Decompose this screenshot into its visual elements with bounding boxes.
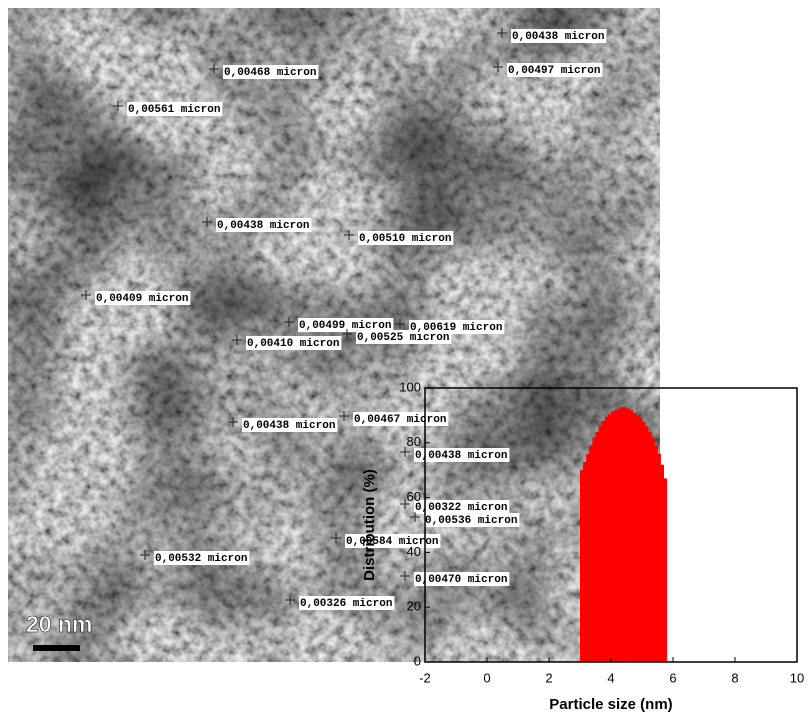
bar xyxy=(639,418,642,662)
bar xyxy=(617,409,620,662)
annotation-label: 0,00438 micron xyxy=(243,420,335,432)
bar xyxy=(627,409,630,662)
bar xyxy=(642,422,645,662)
x-tick-label: 8 xyxy=(731,670,738,685)
x-tick-label: 0 xyxy=(483,670,490,685)
annotation: 0,00409 micron xyxy=(81,290,190,305)
annotation: 0,00532 micron xyxy=(140,550,249,565)
annotation: 0,00326 micron xyxy=(285,595,394,610)
bar xyxy=(651,437,654,662)
y-tick-label: 60 xyxy=(407,489,421,504)
annotation-label: 0,00561 micron xyxy=(128,104,220,116)
annotation: 0,00510 micron xyxy=(344,230,453,245)
annotation-label: 0,00438 micron xyxy=(415,450,507,462)
bar xyxy=(586,454,589,662)
annotation-label: 0,00510 micron xyxy=(359,233,451,245)
bar xyxy=(661,465,664,662)
annotation-label: 0,00409 micron xyxy=(96,293,188,305)
y-tick-label: 80 xyxy=(407,434,421,449)
annotation: 0,00470 micron xyxy=(400,571,509,586)
x-tick-label: 10 xyxy=(790,670,804,685)
annotation: 0,00438 micron xyxy=(228,417,337,432)
annotation-label: 0,00467 micron xyxy=(354,414,446,426)
annotation-label: 0,00468 micron xyxy=(224,67,316,79)
annotation-label: 0,00497 micron xyxy=(508,65,600,77)
y-tick-label: 40 xyxy=(407,544,421,559)
bar xyxy=(599,426,602,662)
annotation-label: 0,00438 micron xyxy=(512,31,604,43)
micrograph xyxy=(8,8,660,662)
x-tick-label: 4 xyxy=(607,670,614,685)
bar xyxy=(664,478,667,662)
x-tick-label: 2 xyxy=(545,670,552,685)
bar xyxy=(608,414,611,662)
annotation: 0,00438 micron xyxy=(202,217,311,232)
x-axis-label: Particle size (nm) xyxy=(549,696,672,713)
annotation-label: 0,00410 micron xyxy=(247,338,339,350)
annotation-label: 0,00536 micron xyxy=(425,515,517,527)
annotation-label: 0,00326 micron xyxy=(300,598,392,610)
bar xyxy=(596,432,599,662)
bar xyxy=(605,417,608,662)
annotation: 0,00619 micron xyxy=(395,319,504,334)
annotation-label: 0,00438 micron xyxy=(217,220,309,232)
y-tick-label: 20 xyxy=(407,599,421,614)
micrograph-shading xyxy=(8,8,660,662)
annotation: 0,00468 micron xyxy=(209,64,318,79)
scale-bar-line xyxy=(33,645,80,651)
bar xyxy=(614,410,617,662)
annotation: 0,00584 micron xyxy=(331,533,440,548)
annotation: 0,00499 micron xyxy=(284,317,393,332)
annotation: 0,00561 micron xyxy=(113,101,222,116)
y-tick-label: 100 xyxy=(399,379,421,394)
bar xyxy=(620,407,623,662)
y-axis-label: Distribution (%) xyxy=(361,469,378,581)
bar xyxy=(602,421,605,662)
scale-bar-label: 20 nm xyxy=(26,611,92,637)
bar xyxy=(623,407,626,662)
bar xyxy=(583,462,586,662)
bar xyxy=(589,446,592,662)
bar xyxy=(654,446,657,662)
bar xyxy=(658,454,661,662)
annotation: 0,00536 micron xyxy=(410,512,519,527)
annotation-label: 0,00470 micron xyxy=(415,574,507,586)
annotation-label: 0,00619 micron xyxy=(410,322,502,334)
annotation: 0,00438 micron xyxy=(400,447,509,462)
bar xyxy=(630,410,633,662)
annotation: 0,00410 micron xyxy=(232,335,341,350)
annotation: 0,00497 micron xyxy=(493,62,602,77)
annotation: 0,00467 micron xyxy=(339,411,448,426)
bar xyxy=(592,437,595,662)
bar xyxy=(648,432,651,662)
x-tick-label: 6 xyxy=(669,670,676,685)
bar xyxy=(636,415,639,662)
plot-background xyxy=(660,388,797,662)
bar xyxy=(611,411,614,662)
annotation-label: 0,00322 micron xyxy=(415,502,507,514)
annotation: 0,00438 micron xyxy=(497,28,606,43)
bar xyxy=(645,426,648,662)
annotation-label: 0,00532 micron xyxy=(155,553,247,565)
figure: 0,00438 micron 0,00468 micron 0,00497 micr… xyxy=(0,0,808,715)
bar xyxy=(580,470,583,662)
x-tick-label: -2 xyxy=(419,670,431,685)
bar xyxy=(633,413,636,662)
y-tick-label: 0 xyxy=(414,653,421,668)
